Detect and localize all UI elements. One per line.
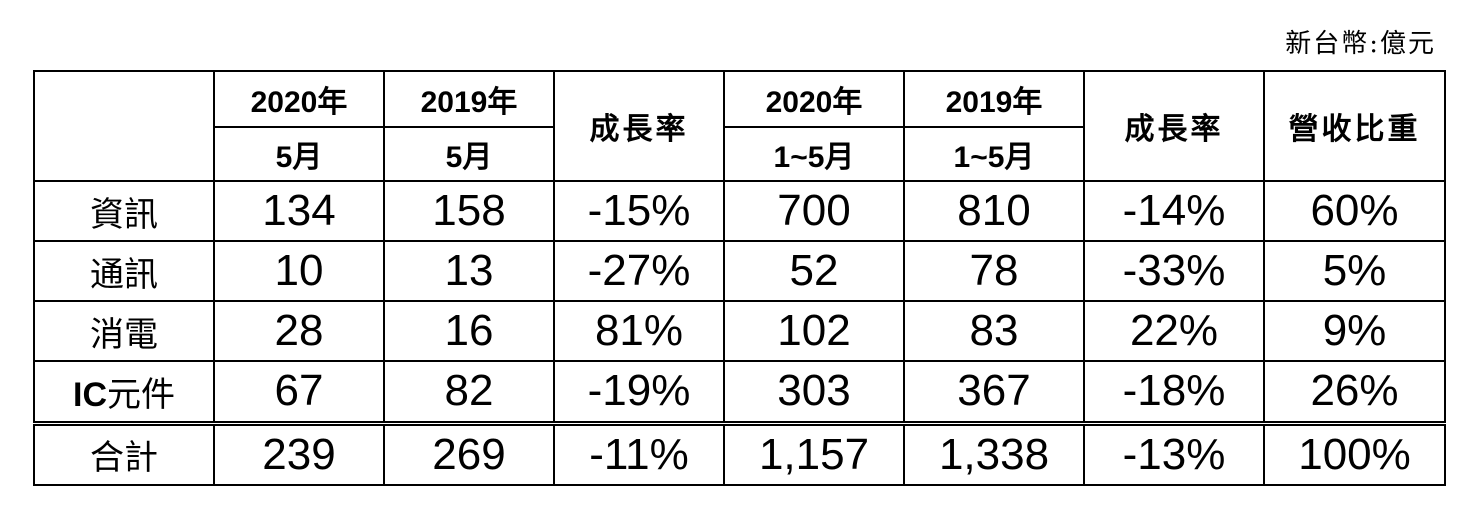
growth-cell: -15% (553, 180, 725, 242)
share-cell: 5% (1263, 240, 1446, 302)
value-cell: 82 (383, 360, 555, 424)
value-cell: 810 (903, 180, 1085, 242)
row-label-char: 計 (124, 438, 158, 479)
share-cell: 9% (1263, 300, 1446, 362)
header-2019-ytd-year: 2019年 (903, 70, 1085, 128)
revenue-table: 2020年 2019年 成長率 2020年 2019年 成長率 營收比重 5月 … (33, 70, 1446, 486)
growth-cell: -13% (1083, 420, 1265, 486)
header-text: 成長率 (1124, 112, 1224, 147)
value-cell: 83 (903, 300, 1085, 362)
header-2019-may-year: 2019年 (383, 70, 555, 128)
value-cell: 158 (383, 180, 555, 242)
header-2020-may-month: 5月 (213, 126, 385, 182)
header-2019-may-month: 5月 (383, 126, 555, 182)
row-label-latin: IC (73, 375, 107, 414)
growth-cell: -11% (553, 420, 725, 486)
share-cell: 26% (1263, 360, 1446, 424)
header-row-top: 2020年 2019年 成長率 2020年 2019年 成長率 營收比重 (33, 70, 1446, 182)
row-label-char: 電 (124, 314, 158, 355)
header-text: 5月 (275, 141, 323, 174)
value-cell: 78 (903, 240, 1085, 302)
row-label: 通訊 (33, 240, 215, 302)
growth-cell: -14% (1083, 180, 1265, 242)
value-cell: 1,338 (903, 420, 1085, 486)
table-row: IC元件 67 82 -19% 303 367 -18% 26% (33, 360, 1446, 424)
row-label: IC元件 (33, 360, 215, 424)
unit-note: 新台幣:億元 (1285, 29, 1436, 59)
row-label-char: 消 (90, 314, 166, 355)
header-text: 2019年 (945, 86, 1043, 119)
header-text: 2019年 (420, 86, 518, 119)
header-text: 營收比重 (1288, 112, 1421, 147)
value-cell: 102 (723, 300, 905, 362)
growth-cell: -19% (553, 360, 725, 424)
row-label: 資訊 (33, 180, 215, 242)
value-cell: 1,157 (723, 420, 905, 486)
growth-cell: -18% (1083, 360, 1265, 424)
header-2019-ytd-months: 1~5月 (903, 126, 1085, 182)
table-row: 消電 28 16 81% 102 83 22% 9% (33, 300, 1446, 362)
row-label-char: 訊 (124, 194, 158, 235)
value-cell: 239 (213, 420, 385, 486)
table-row: 資訊 134 158 -15% 700 810 -14% 60% (33, 180, 1446, 242)
header-2020-ytd-year: 2020年 (723, 70, 905, 128)
header-growth-ytd: 成長率 (1083, 70, 1265, 182)
value-cell: 67 (213, 360, 385, 424)
header-text: 2020年 (765, 86, 863, 119)
header-2020-ytd-months: 1~5月 (723, 126, 905, 182)
header-text: 1~5月 (773, 141, 855, 174)
header-2020-may-year: 2020年 (213, 70, 385, 128)
header-revenue-share: 營收比重 (1263, 70, 1446, 182)
value-cell: 52 (723, 240, 905, 302)
growth-cell: -27% (553, 240, 725, 302)
row-label-char: 合 (90, 438, 166, 479)
share-cell: 60% (1263, 180, 1446, 242)
row-label-char: 資 (90, 194, 166, 235)
header-text: 成長率 (589, 112, 689, 147)
row-label: 消電 (33, 300, 215, 362)
row-label-char: 通 (90, 254, 166, 295)
growth-cell: 22% (1083, 300, 1265, 362)
table-row: 通訊 10 13 -27% 52 78 -33% 5% (33, 240, 1446, 302)
share-cell: 100% (1263, 420, 1446, 486)
value-cell: 16 (383, 300, 555, 362)
header-text: 5月 (445, 141, 493, 174)
value-cell: 367 (903, 360, 1085, 424)
value-cell: 13 (383, 240, 555, 302)
growth-cell: -33% (1083, 240, 1265, 302)
header-text: 2020年 (250, 86, 348, 119)
value-cell: 700 (723, 180, 905, 242)
value-cell: 10 (213, 240, 385, 302)
value-cell: 28 (213, 300, 385, 362)
growth-cell: 81% (553, 300, 725, 362)
row-label-char: 訊 (124, 254, 158, 295)
header-text: 1~5月 (953, 141, 1035, 174)
header-growth-monthly: 成長率 (553, 70, 725, 182)
row-label-char: 元件 (107, 374, 175, 415)
value-cell: 303 (723, 360, 905, 424)
value-cell: 269 (383, 420, 555, 486)
header-row-bottom: 5月 5月 1~5月 1~5月 (34, 126, 1445, 182)
header-corner-cell (33, 70, 215, 182)
row-label: 合計 (33, 420, 215, 486)
value-cell: 134 (213, 180, 385, 242)
total-row: 合計 239 269 -11% 1,157 1,338 -13% 100% (33, 420, 1446, 486)
